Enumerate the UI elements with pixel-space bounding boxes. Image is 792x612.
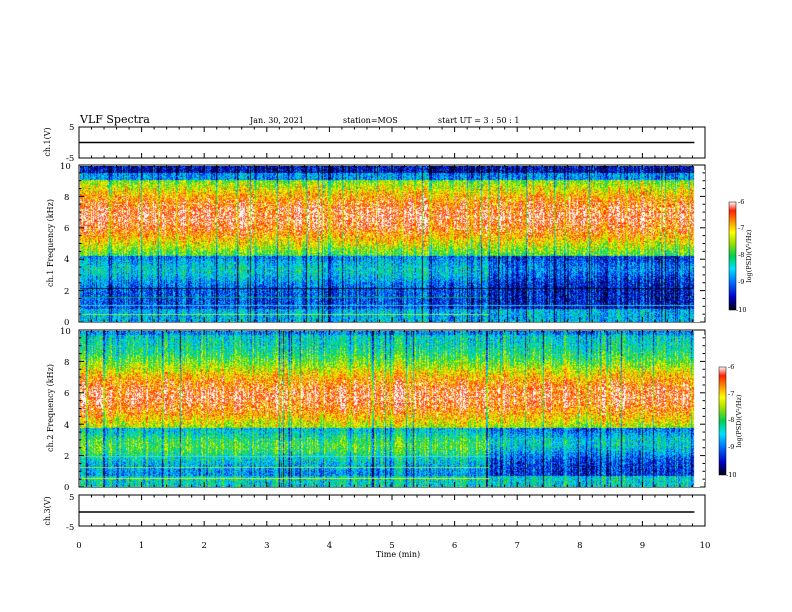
ch2-cb-tick-7: -7 [728,390,734,398]
xtick-label-2: 2 [201,541,206,551]
ch1-waveform-ylabel: ch.1(V) [43,127,52,156]
xtick-label-4: 4 [327,541,332,551]
ch2-ytick-10: 10 [60,327,71,337]
ch2-ytick-0: 0 [64,483,69,493]
ch3-ytick-bottom: -5 [66,523,74,533]
x-axis-label: Time (min) [376,550,420,559]
ch3-ytick-top: 5 [69,493,74,503]
chart-title: VLF Spectra [79,113,150,126]
ch3-waveform-time-ticks [78,495,706,526]
ch2-frequency-tick-labels: 0 2 4 6 8 10 [60,327,71,493]
ch1-cb-tick-8: -8 [738,251,744,259]
ch1-cb-tick-10: -10 [736,306,746,314]
start-time-label: start UT = 3 : 50 : 1 [438,116,519,125]
ch2-spectrogram-panel: 0 2 4 6 8 10 ch.2 Frequency (kHz) -6 -7 … [46,327,743,493]
ch1-ytick-6: 6 [64,224,69,234]
ch1-cb-tick-6: -6 [738,198,744,206]
xtick-label-0: 0 [76,541,81,551]
ch2-spectrogram-image [79,330,705,487]
date-label: Jan. 30, 2021 [249,116,304,125]
ch1-ytick-4: 4 [64,255,69,265]
xtick-label-1: 1 [139,541,144,551]
ch1-spectrogram-panel: 0 2 4 6 8 10 ch.1 Frequency (kHz) -6 -7 … [46,162,753,328]
ch1-colorbar [728,201,737,311]
ch2-ytick-6: 6 [64,389,69,399]
xtick-label-6: 6 [452,541,457,551]
xtick-label-8: 8 [577,541,582,551]
xtick-label-7: 7 [514,541,519,551]
xtick-label-3: 3 [264,541,269,551]
ch2-cb-tick-10: -10 [726,471,736,479]
ch2-ytick-4: 4 [64,421,69,431]
ch1-ytick-top: 5 [69,123,74,133]
xtick-label-9: 9 [640,541,645,551]
ch1-frequency-tick-labels: 0 2 4 6 8 10 [60,162,71,328]
ch2-cb-tick-6: -6 [728,363,734,371]
ch1-ytick-0: 0 [64,318,69,328]
ch1-cb-tick-9: -9 [738,278,744,286]
ch1-ytick-8: 8 [64,193,69,203]
ch1-colorbar-label: log(PSD)(V²/Hz) [745,229,753,282]
ch2-ytick-8: 8 [64,358,69,368]
ch2-colorbar-label: log(PSD)(V²/Hz) [735,394,743,447]
ch1-spectrogram-image [79,165,705,322]
ch2-cb-tick-9: -9 [728,443,734,451]
ch2-ytick-2: 2 [64,452,69,462]
ch1-cb-tick-7: -7 [738,224,744,232]
ch2-colorbar [718,366,727,476]
ch3-waveform-frame [78,494,706,527]
time-tick-labels: 0 1 2 3 4 5 6 7 8 9 10 [76,541,710,551]
ch2-spectrogram-ticks [78,329,706,488]
ch1-waveform-time-ticks [78,127,706,158]
ch1-ytick-bottom: -5 [66,154,74,164]
ch1-waveform-panel: 5 -5 ch.1(V) [43,123,706,164]
station-label: station=MOS [343,116,398,125]
ch2-cb-tick-8: -8 [728,416,734,424]
ch3-waveform-ylabel: ch.3(V) [43,496,52,525]
ch3-waveform-panel: 5 -5 ch.3(V) 0 1 2 3 4 5 6 7 8 9 10 Time (min) [43,493,710,559]
ch1-spectrogram-ticks [78,164,706,323]
xtick-label-5: 5 [389,541,394,551]
ch2-spectrogram-ylabel: ch.2 Frequency (kHz) [46,364,55,452]
ch1-spectrogram-ylabel: ch.1 Frequency (kHz) [46,199,55,287]
ch1-ytick-2: 2 [64,287,69,297]
xtick-label-10: 10 [700,541,711,551]
ch1-ytick-10: 10 [60,162,71,172]
